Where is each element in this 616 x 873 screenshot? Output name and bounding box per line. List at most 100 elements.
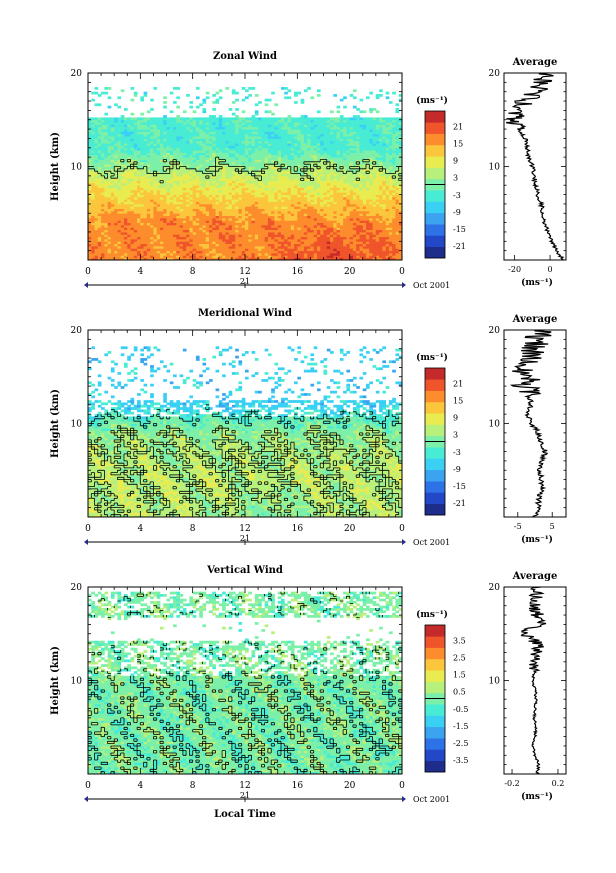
heatmap-cell (205, 227, 210, 231)
heatmap-cell (202, 182, 207, 186)
heatmap-cell (369, 217, 373, 221)
heatmap-cell (212, 252, 216, 256)
heatmap-cell (366, 192, 370, 195)
heatmap-cell (352, 222, 357, 226)
heatmap-cell (117, 220, 122, 223)
heatmap-cell (369, 152, 373, 156)
heatmap-cell (352, 194, 357, 198)
heatmap-cell (235, 215, 239, 219)
heatmap-cell (179, 220, 184, 223)
heatmap-cell (186, 147, 190, 151)
heatmap-cell (369, 161, 373, 165)
heatmap-cell (133, 168, 138, 172)
heatmap-cell (320, 206, 324, 209)
heatmap-cell (235, 178, 239, 181)
heatmap-cell (369, 220, 373, 223)
heatmap-cell (225, 138, 230, 142)
heatmap-cell (375, 229, 380, 233)
heatmap-cell (330, 138, 334, 142)
heatmap-cell (212, 150, 216, 153)
heatmap-cell (228, 185, 233, 188)
heatmap-cell (156, 168, 161, 172)
heatmap-cell (215, 157, 220, 160)
heatmap-cell (356, 194, 360, 198)
heatmap-cell (146, 241, 151, 245)
heatmap-cell (294, 173, 298, 177)
heatmap-cell (150, 215, 154, 219)
heatmap-cell (320, 222, 324, 226)
heatmap-cell (307, 194, 311, 198)
heatmap-cell (130, 189, 135, 193)
heatmap-cell (176, 164, 180, 167)
heatmap-cell (323, 154, 328, 158)
heatmap-cell (202, 215, 207, 219)
heatmap-cell (173, 152, 177, 156)
heatmap-cell (303, 178, 308, 181)
heatmap-cell (110, 222, 115, 226)
heatmap-cell (133, 145, 138, 149)
heatmap-cell (330, 164, 334, 167)
heatmap-cell (290, 224, 295, 228)
heatmap-cell (372, 171, 377, 174)
heatmap-cell (123, 138, 128, 142)
heatmap-cell (300, 166, 305, 170)
heatmap-cell (189, 173, 194, 177)
heatmap-cell (199, 252, 203, 256)
heatmap-cell (294, 164, 298, 167)
heatmap-cell (146, 194, 151, 198)
heatmap-cell (143, 243, 148, 247)
heatmap-cell (163, 178, 167, 181)
heatmap-cell (195, 196, 200, 200)
heatmap-cell (225, 143, 230, 146)
heatmap-cell (212, 203, 216, 207)
heatmap-cell (215, 210, 220, 214)
heatmap-cell (88, 241, 92, 245)
heatmap-cell (228, 143, 233, 146)
heatmap-cell (258, 243, 262, 247)
heatmap-cell (140, 210, 144, 214)
heatmap-cell (245, 143, 249, 146)
heatmap-cell (166, 138, 171, 142)
heatmap-cell (205, 168, 210, 172)
heatmap-cell (356, 252, 360, 256)
heatmap-cell (395, 175, 400, 179)
heatmap-cell (379, 224, 383, 228)
heatmap-cell (362, 201, 367, 205)
heatmap-cell (241, 147, 246, 151)
heatmap-cell (349, 210, 354, 214)
heatmap-cell (369, 145, 373, 149)
heatmap-cell (101, 189, 105, 193)
heatmap-cell (202, 161, 207, 165)
heatmap-cell (228, 168, 233, 172)
heatmap-cell (120, 208, 125, 212)
heatmap-cell (91, 168, 95, 172)
heatmap-cell (235, 168, 239, 172)
heatmap-cell (366, 257, 370, 261)
heatmap-cell (392, 213, 396, 216)
heatmap-cell (225, 171, 230, 174)
heatmap-cell (156, 157, 161, 160)
heatmap-cell (258, 178, 262, 181)
heatmap-cell (238, 154, 243, 158)
heatmap-cell (254, 229, 259, 233)
heatmap-cell (352, 238, 357, 242)
heatmap-cell (349, 231, 354, 235)
heatmap-cell (382, 208, 387, 212)
heatmap-cell (205, 236, 210, 240)
heatmap-cell (163, 143, 167, 146)
heatmap-cell (104, 238, 109, 242)
heatmap-cell (287, 150, 292, 153)
heatmap-cell (366, 215, 370, 219)
heatmap-cell (343, 171, 347, 174)
heatmap-cell (166, 143, 171, 146)
heatmap-cell (130, 194, 135, 198)
heatmap-cell (97, 143, 102, 146)
heatmap-cell (326, 234, 331, 238)
heatmap-cell (110, 180, 115, 184)
heatmap-cell (192, 224, 197, 228)
heatmap-cell (159, 161, 164, 165)
heatmap-cell (297, 236, 301, 240)
heatmap-cell (140, 231, 144, 235)
heatmap-cell (202, 152, 207, 156)
heatmap-cell (176, 238, 180, 242)
